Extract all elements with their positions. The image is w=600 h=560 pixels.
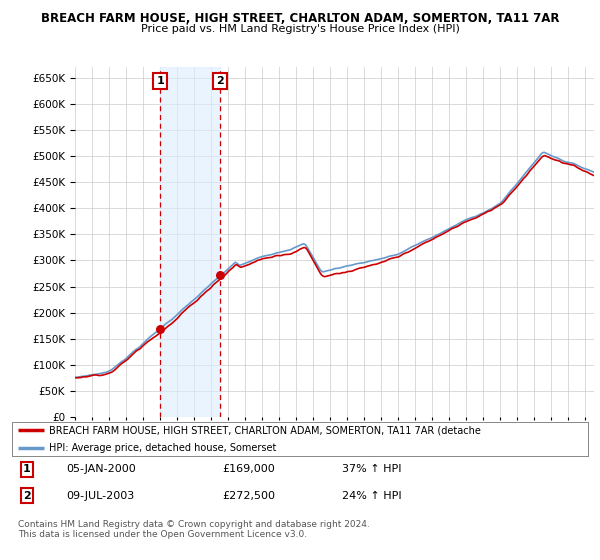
- Text: This data is licensed under the Open Government Licence v3.0.: This data is licensed under the Open Gov…: [18, 530, 307, 539]
- Text: HPI: Average price, detached house, Somerset: HPI: Average price, detached house, Some…: [49, 443, 277, 452]
- Point: [215, 270, 224, 279]
- Text: £272,500: £272,500: [222, 491, 275, 501]
- Text: 2: 2: [216, 76, 224, 86]
- Text: 09-JUL-2003: 09-JUL-2003: [66, 491, 134, 501]
- Text: 1: 1: [156, 76, 164, 86]
- Bar: [160, 67, 220, 417]
- Text: BREACH FARM HOUSE, HIGH STREET, CHARLTON ADAM, SOMERTON, TA11 7AR (detache: BREACH FARM HOUSE, HIGH STREET, CHARLTON…: [49, 426, 481, 435]
- Text: 05-JAN-2000: 05-JAN-2000: [66, 464, 136, 474]
- Text: BREACH FARM HOUSE, HIGH STREET, CHARLTON ADAM, SOMERTON, TA11 7AR: BREACH FARM HOUSE, HIGH STREET, CHARLTON…: [41, 12, 559, 25]
- Text: 1: 1: [23, 464, 31, 474]
- Point: [155, 324, 165, 333]
- Text: 37% ↑ HPI: 37% ↑ HPI: [342, 464, 401, 474]
- Text: Price paid vs. HM Land Registry's House Price Index (HPI): Price paid vs. HM Land Registry's House …: [140, 24, 460, 34]
- Text: 2: 2: [23, 491, 31, 501]
- Text: 24% ↑ HPI: 24% ↑ HPI: [342, 491, 401, 501]
- Text: Contains HM Land Registry data © Crown copyright and database right 2024.: Contains HM Land Registry data © Crown c…: [18, 520, 370, 529]
- Text: £169,000: £169,000: [222, 464, 275, 474]
